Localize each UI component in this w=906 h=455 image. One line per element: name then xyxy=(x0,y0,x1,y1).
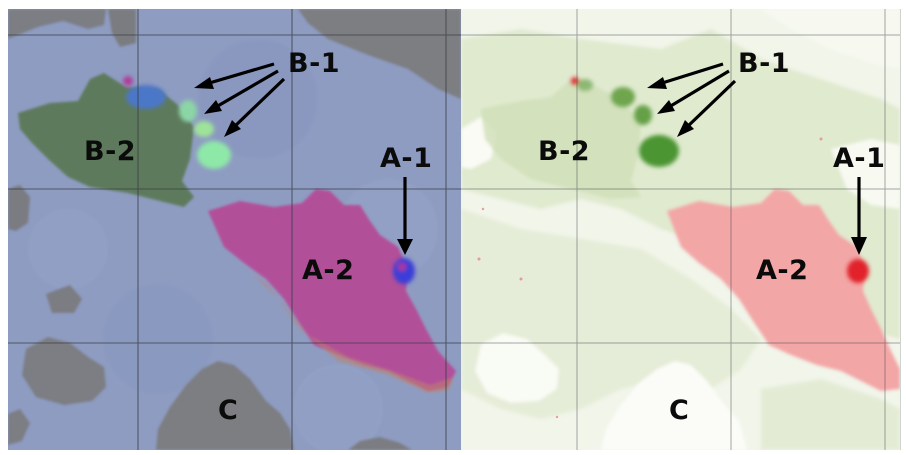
right-region-a2 xyxy=(667,189,900,391)
left-texture xyxy=(28,39,438,450)
right-spots-b1 xyxy=(571,77,679,167)
right-label-a2: A-2 xyxy=(756,255,809,286)
left-label-a2: A-2 xyxy=(302,255,355,286)
left-region-a2 xyxy=(208,189,456,393)
right-label-b2: B-2 xyxy=(538,136,591,167)
right-panel-image xyxy=(461,9,900,450)
right-panel-map-image: B-1 B-2 A-1 A-2 C xyxy=(461,9,901,450)
left-label-a1: A-1 xyxy=(380,143,433,174)
right-region-b2 xyxy=(481,79,641,199)
left-label-b1: B-1 xyxy=(288,48,341,79)
left-arrows xyxy=(194,62,413,255)
right-label-b1: B-1 xyxy=(738,48,791,79)
left-spot-a1 xyxy=(393,258,415,284)
right-arrows xyxy=(647,62,867,255)
left-dark-regions xyxy=(8,9,461,450)
right-grid-lines xyxy=(461,9,900,450)
right-label-c: C xyxy=(669,395,690,426)
right-white-areas xyxy=(461,9,900,450)
left-panel-image xyxy=(8,9,461,450)
left-label-b2: B-2 xyxy=(84,136,137,167)
left-label-c: C xyxy=(218,395,239,426)
right-spot-a1 xyxy=(847,259,869,283)
right-red-specks xyxy=(477,137,823,419)
left-panel-composite-image: B-1 B-2 A-1 A-2 C xyxy=(8,9,461,450)
right-label-a1: A-1 xyxy=(833,143,886,174)
left-grid-lines xyxy=(8,9,461,450)
left-spots-b1 xyxy=(123,76,231,169)
